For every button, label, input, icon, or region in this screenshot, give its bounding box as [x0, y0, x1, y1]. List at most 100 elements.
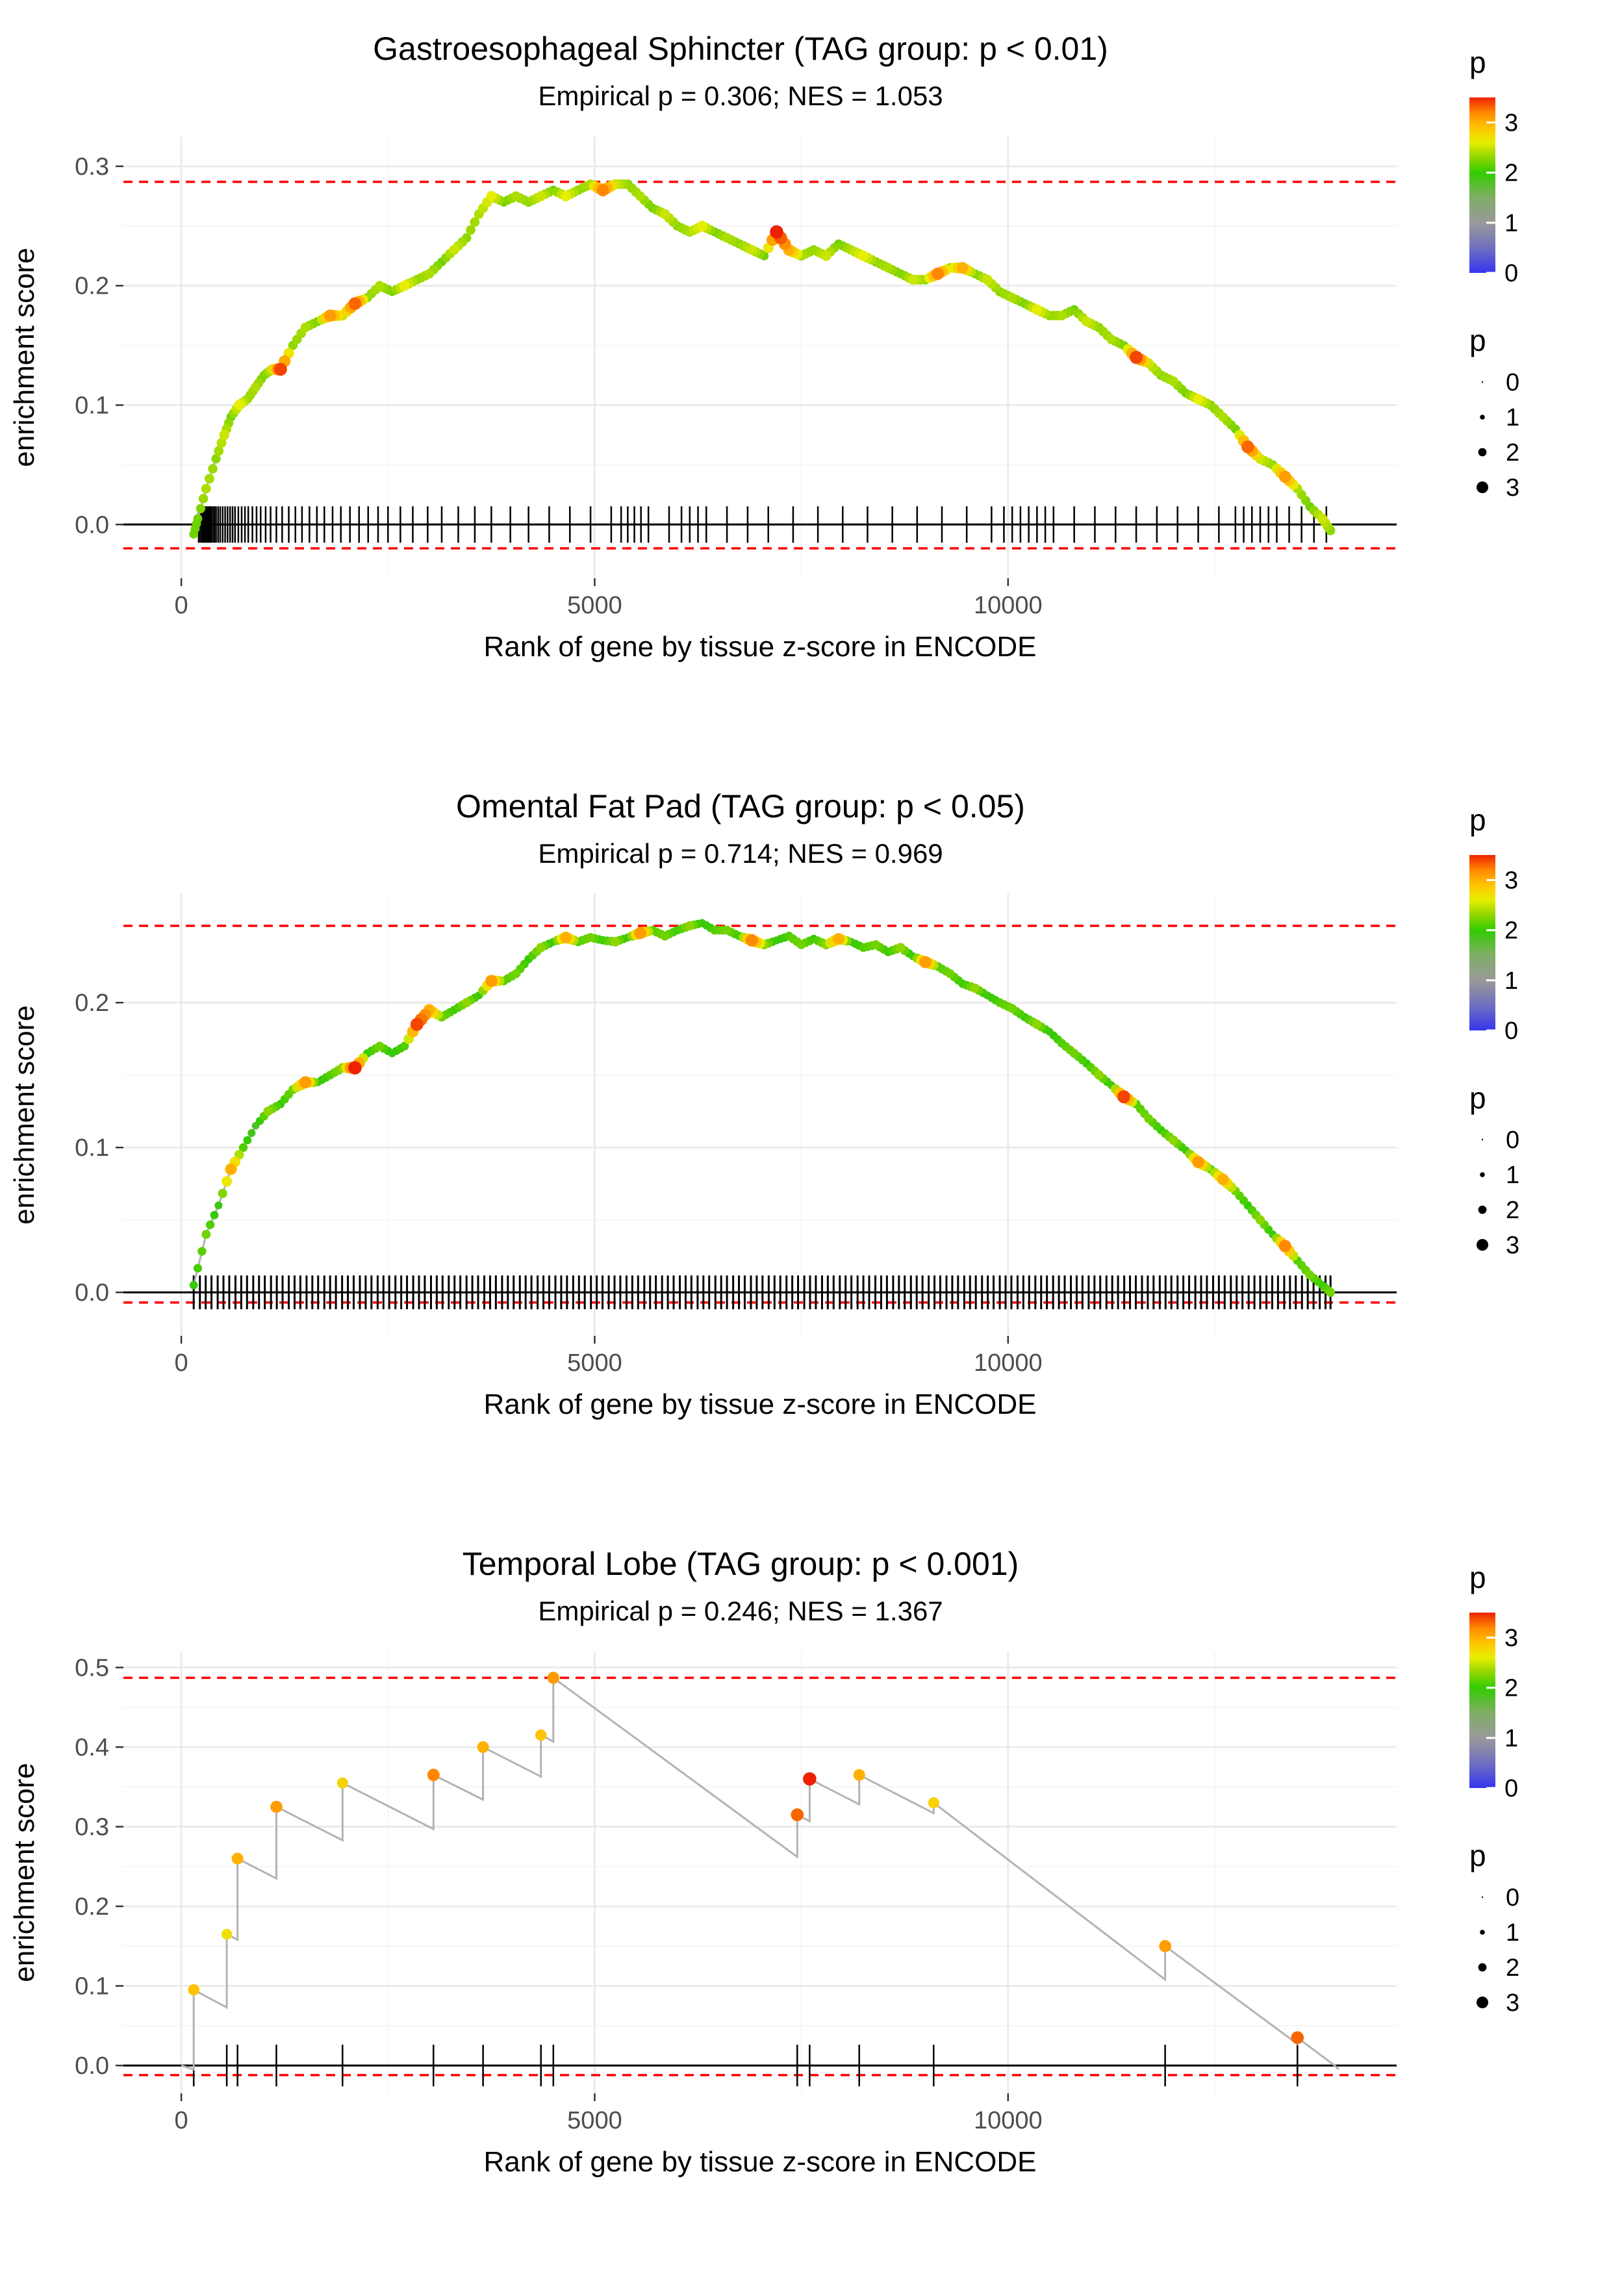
gene-dot — [791, 1808, 804, 1821]
gene-dot — [1144, 1114, 1154, 1123]
gene-dot — [1218, 412, 1228, 422]
x-tick-label: 10000 — [974, 2107, 1043, 2134]
size-legend-title: p — [1469, 324, 1486, 357]
gene-dot — [547, 1672, 560, 1684]
size-legend-dot — [1478, 1963, 1487, 1972]
gene-dot — [883, 262, 893, 273]
colorbar-label: 1 — [1504, 967, 1518, 995]
gene-dot — [659, 209, 670, 220]
enrichment-curve — [192, 922, 1332, 1294]
gene-dot — [1117, 1090, 1130, 1104]
colorbar — [1469, 855, 1495, 1030]
gene-dot — [722, 233, 732, 243]
gene-dot — [238, 1143, 248, 1152]
gene-dot — [193, 1264, 203, 1273]
gene-dot — [1032, 304, 1043, 315]
gene-dot — [247, 1129, 256, 1137]
gene-dot — [485, 975, 498, 988]
gene-dot — [427, 1769, 440, 1782]
gene-dot — [196, 504, 205, 513]
colorbar-label: 1 — [1504, 1725, 1518, 1752]
gene-dot — [222, 1176, 233, 1187]
gene-dot — [896, 943, 906, 952]
colorbar-label: 0 — [1504, 260, 1518, 287]
y-tick-label: 0.2 — [75, 990, 109, 1017]
colorbar — [1469, 1613, 1495, 1788]
size-legend-label: 0 — [1506, 1127, 1519, 1154]
x-tick-label: 0 — [175, 1349, 188, 1377]
gene-dot — [945, 969, 955, 978]
gene-dot — [511, 191, 521, 201]
gene-dot — [205, 474, 214, 484]
gene-dot — [188, 1984, 199, 1996]
enrichment-curve — [181, 1676, 1339, 2071]
gene-dot — [251, 382, 260, 392]
colorbar-label: 3 — [1504, 1625, 1518, 1652]
gene-dot — [210, 1210, 219, 1220]
gene-dot — [1217, 1173, 1229, 1186]
y-tick-label: 0.5 — [75, 1655, 109, 1682]
color-legend-title: p — [1469, 803, 1486, 837]
colorbar-label: 3 — [1504, 110, 1518, 137]
gene-dot — [1192, 1156, 1204, 1168]
gene-dot — [1094, 1070, 1104, 1080]
gene-dot — [263, 1106, 273, 1116]
gene-dot — [685, 921, 695, 931]
gene-dot — [586, 933, 595, 942]
gene-dot — [462, 998, 472, 1008]
y-tick-label: 0.1 — [75, 1973, 109, 2000]
y-tick-label: 0.1 — [75, 392, 109, 420]
color-legend-title: p — [1469, 45, 1486, 79]
gene-dot — [324, 309, 336, 322]
gene-dot — [928, 1797, 939, 1809]
colorbar-label: 2 — [1504, 1675, 1518, 1702]
colorbar-label: 1 — [1504, 210, 1518, 237]
enrichment-curve — [192, 183, 1332, 535]
y-tick-label: 0.0 — [75, 1279, 109, 1307]
size-legend-label: 3 — [1506, 1232, 1519, 1259]
color-legend-title: p — [1469, 1561, 1486, 1594]
gene-dot — [1159, 1940, 1171, 1952]
size-legend-label: 2 — [1506, 439, 1519, 466]
x-axis-title: Rank of gene by tissue z-score in ENCODE — [483, 2146, 1036, 2178]
gene-dot — [1169, 376, 1178, 387]
gene-dot — [1193, 394, 1204, 405]
gene-dot — [1317, 513, 1328, 524]
gene-dot — [770, 225, 783, 239]
gene-dot — [982, 274, 993, 285]
gene-dot — [596, 184, 609, 197]
size-legend-label: 0 — [1506, 369, 1519, 396]
gene-dot — [745, 934, 758, 947]
gene-dot — [907, 274, 919, 285]
y-axis-title: enrichment score — [8, 248, 40, 466]
gene-dot — [536, 943, 546, 952]
gene-dot — [193, 514, 203, 523]
gene-dot — [853, 1769, 865, 1781]
size-legend-dot — [1480, 1930, 1485, 1935]
gene-dot — [1106, 335, 1117, 344]
y-tick-label: 0.1 — [75, 1134, 109, 1162]
gene-dot — [919, 956, 932, 969]
gene-dot — [477, 1741, 489, 1753]
gene-dot — [970, 983, 980, 993]
x-tick-label: 5000 — [567, 2107, 622, 2134]
gene-dot — [219, 429, 229, 441]
gene-dot — [832, 933, 844, 945]
panel-omental-fat-pad: 0 5000 10000 0.0 0.1 0.2 Omental Fat Pad (TAG … — [8, 788, 1519, 1420]
y-tick-label: 0.0 — [75, 2052, 109, 2080]
size-legend-label: 2 — [1506, 1197, 1519, 1224]
gene-dot — [218, 1188, 227, 1198]
x-tick-label: 5000 — [567, 592, 622, 619]
gene-dot — [221, 1928, 233, 1940]
gene-dot — [470, 217, 480, 227]
gene-dot — [956, 262, 969, 274]
panel-subtitle: Empirical p = 0.714; NES = 0.969 — [538, 838, 943, 869]
colorbar-label: 3 — [1504, 867, 1518, 895]
gene-dot — [1278, 1240, 1291, 1253]
x-axis-title: Rank of gene by tissue z-score in ENCODE — [483, 1388, 1036, 1420]
gene-dot — [722, 925, 731, 935]
gene-dot — [1241, 441, 1254, 454]
gene-dot — [486, 190, 497, 201]
gene-dot — [858, 250, 869, 261]
gene-dot — [696, 220, 707, 231]
